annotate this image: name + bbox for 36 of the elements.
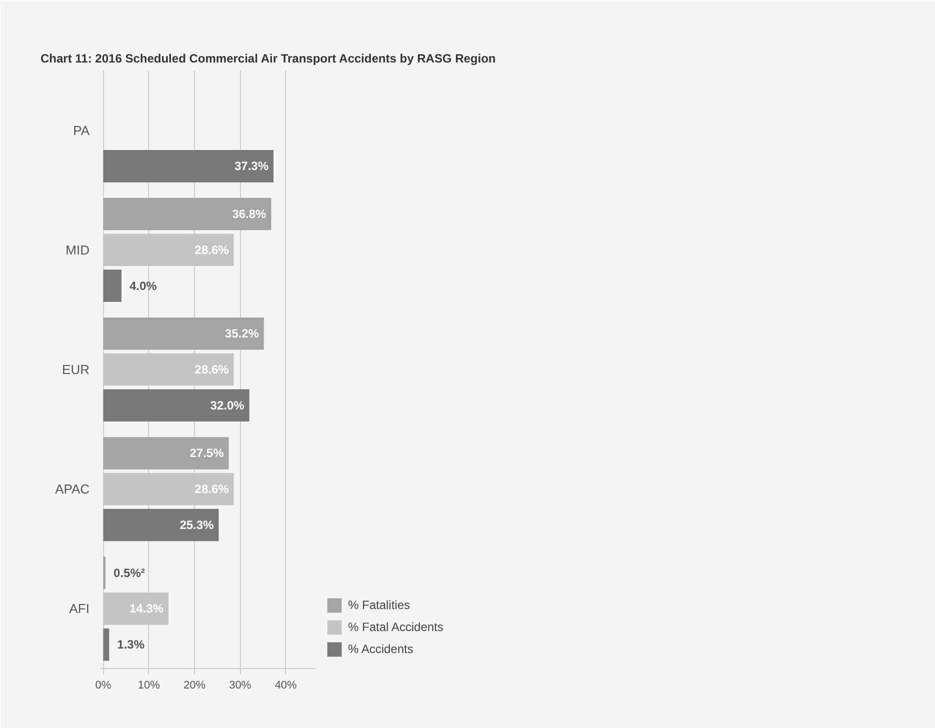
x-tick-label: 30% bbox=[229, 680, 252, 692]
y-tick-label: APAC bbox=[55, 482, 90, 497]
bar bbox=[103, 508, 219, 542]
data-label: 37.3% bbox=[234, 159, 269, 174]
data-label: 4.0% bbox=[130, 278, 158, 293]
bar bbox=[103, 628, 110, 661]
bar bbox=[103, 150, 274, 182]
bar bbox=[103, 437, 229, 470]
data-label: 35.2% bbox=[224, 326, 260, 341]
x-tick-label: 40% bbox=[274, 680, 298, 692]
bar bbox=[103, 317, 264, 350]
data-label: 1.3% bbox=[117, 638, 145, 652]
data-label: 14.3% bbox=[129, 602, 164, 616]
x-tick-label: 20% bbox=[184, 680, 206, 692]
x-tick-label: 10% bbox=[138, 680, 160, 692]
legend-label: % Fatalities bbox=[348, 598, 410, 612]
data-label: 25.3% bbox=[180, 518, 214, 532]
data-label: 0.5%² bbox=[114, 566, 145, 580]
bar bbox=[103, 556, 106, 589]
chart-title: Chart 11: 2016 Scheduled Commercial Air Transport Accidents by RASG Region bbox=[40, 52, 496, 66]
data-label: 28.6% bbox=[194, 242, 230, 257]
y-tick-label: MID bbox=[66, 242, 90, 258]
y-tick-label: EUR bbox=[62, 362, 90, 377]
y-tick-label: PA bbox=[73, 122, 90, 138]
data-label: 28.6% bbox=[194, 482, 230, 496]
bar bbox=[103, 198, 272, 230]
data-label: 36.8% bbox=[232, 207, 267, 222]
data-label: 28.6% bbox=[194, 362, 230, 376]
bar bbox=[103, 270, 122, 302]
x-tick-label: 0% bbox=[95, 680, 112, 692]
legend-label: % Accidents bbox=[348, 642, 414, 656]
bar bbox=[103, 389, 250, 422]
legend-label: % Fatal Accidents bbox=[348, 620, 444, 634]
data-label: 27.5% bbox=[190, 446, 224, 460]
data-label: 32.0% bbox=[210, 398, 245, 412]
y-tick-label: AFI bbox=[69, 601, 90, 616]
